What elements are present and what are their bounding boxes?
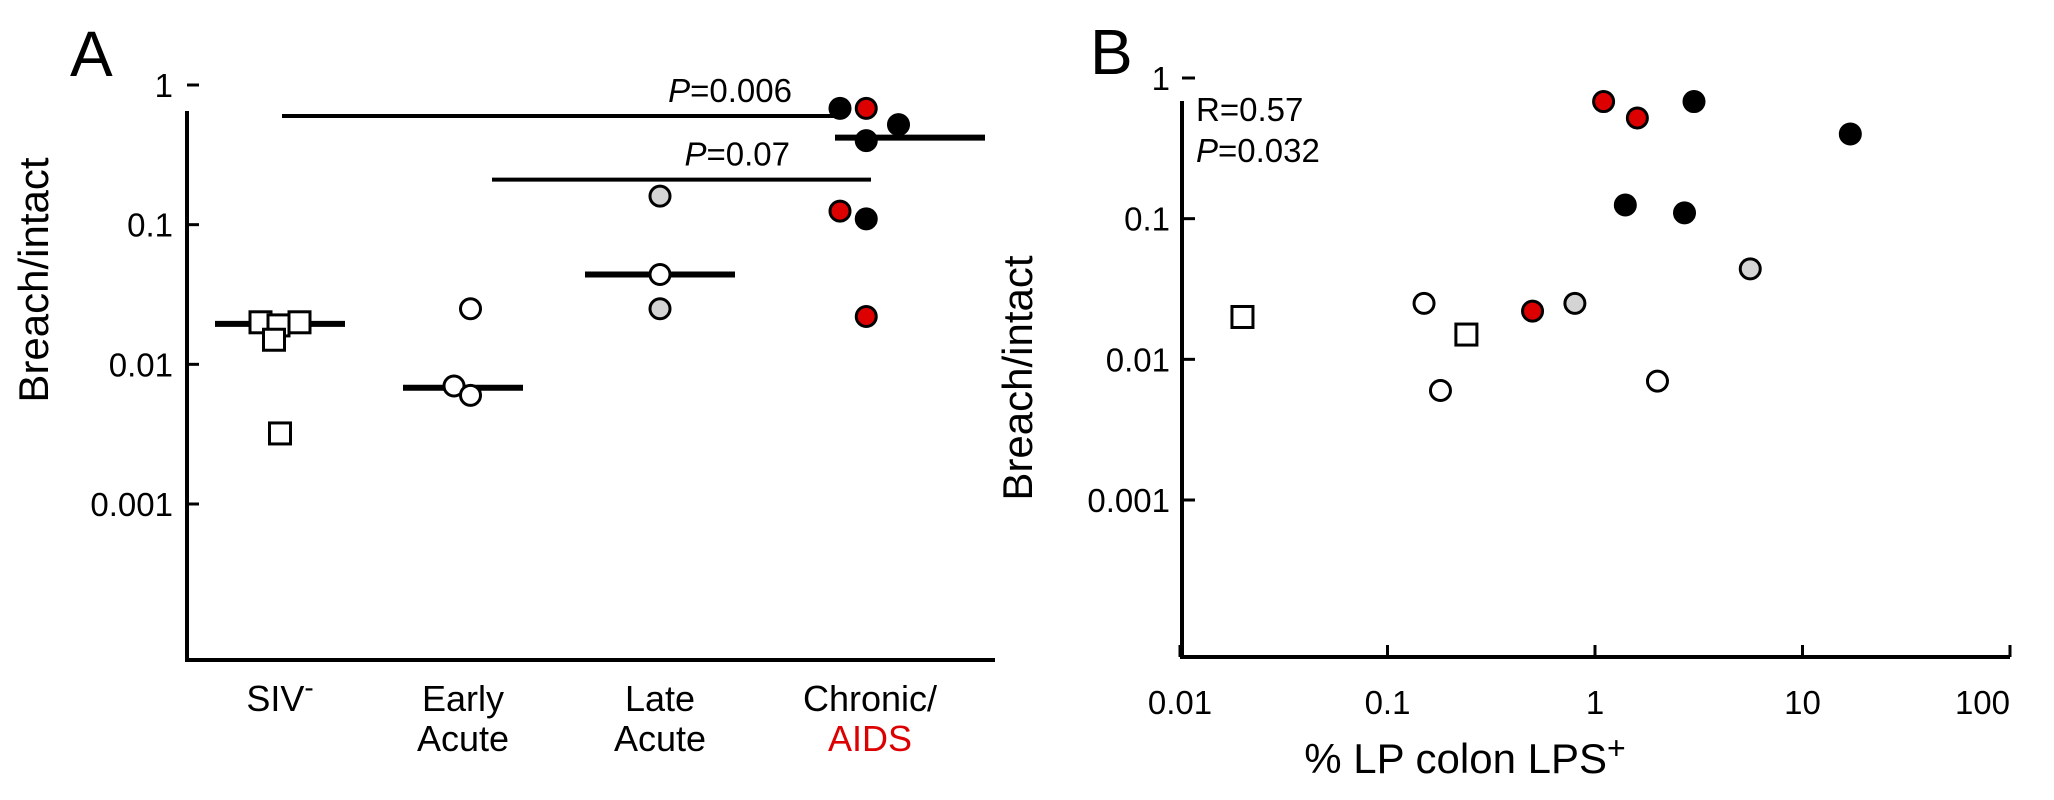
panel-a-category-text: Acute	[614, 718, 706, 759]
panel-a-category-text: Chronic/	[803, 678, 937, 719]
panel-b-data-point	[1625, 106, 1649, 130]
panel-b-x-axis-title-sup: +	[1607, 730, 1626, 766]
panel-b-data-point	[1563, 291, 1587, 315]
panel-a-category-text: Late	[625, 678, 695, 719]
panel-b-stat-p: P	[1196, 132, 1218, 169]
panel-b-y-tick-label: 0.1	[1124, 201, 1170, 238]
panel-b-x-tick-label: 100	[1955, 684, 2010, 721]
panel-a-category-text: SIV	[246, 678, 304, 719]
panel-b-x-axis-title: % LP colon LPS+	[1304, 730, 1625, 782]
panel-a-category-label: Early	[422, 678, 504, 719]
panel-b-stat-text: R=0.57	[1196, 91, 1303, 128]
panel-a-category-text: Acute	[417, 718, 509, 759]
panel-b-x-axis-title-main: % LP colon LPS	[1304, 735, 1607, 782]
panel-a-category-label: AIDS	[828, 718, 912, 759]
panel-a-data-point	[648, 297, 672, 321]
panel-a-data-point	[854, 305, 878, 329]
panel-a-data-point	[854, 207, 878, 231]
panel-a-data-point	[287, 310, 312, 335]
panel-a-comparison-p: P	[684, 136, 706, 173]
panel-a-y-tick-label: 1	[155, 67, 173, 104]
panel-b-stats: R=0.57 P=0.032	[1196, 91, 1320, 169]
panel-a-data-point	[854, 96, 878, 120]
panel-b-data-point	[1673, 201, 1697, 225]
panel-b-data-point	[1738, 257, 1762, 281]
panel-a-category-label: SIV-	[246, 672, 313, 719]
panel-a-data-point	[268, 421, 292, 446]
panel-a-y-ticks: 0.001 0.01 0.1 1	[90, 67, 199, 523]
panel-b-chart: B Breach/intact 0.001 0.01 0.1 1 0.01 0.1 1 10…	[994, 16, 2012, 782]
panel-a-comparison-label: P=0.006	[668, 72, 792, 109]
panel-b-stat-line: P=0.032	[1196, 132, 1320, 169]
panel-a-comparison-value: =0.07	[707, 136, 791, 173]
panel-a-category-label: Chronic/	[803, 678, 937, 719]
panel-a-comparison-value: =0.006	[690, 72, 792, 109]
panel-b-data-point	[1682, 90, 1706, 114]
panel-a-medians	[215, 134, 985, 391]
panel-b-data-point	[1521, 299, 1545, 323]
panel-a-category-label: Acute	[614, 718, 706, 759]
panel-b-data-point	[1645, 369, 1669, 393]
panel-b-data-point	[1838, 122, 1862, 146]
panel-b-x-tick-label: 10	[1784, 684, 1821, 721]
panel-b-y-axis-title: Breach/intact	[994, 255, 1041, 500]
panel-a-data-point	[459, 297, 482, 321]
panel-a-y-axis-title: Breach/intact	[10, 157, 57, 402]
panel-b-data-point	[1592, 90, 1616, 114]
panel-b-x-tick-label: 1	[1586, 684, 1604, 721]
panel-a-category-text: Early	[422, 678, 504, 719]
panel-a-category-text: -	[304, 672, 313, 703]
panel-b-data-point	[1613, 193, 1637, 217]
panel-a-y-tick-label: 0.1	[127, 207, 173, 244]
panel-b-stat-line: R=0.57	[1196, 91, 1303, 128]
panel-a-data-point	[828, 199, 852, 223]
panel-b-y-tick-label: 0.01	[1106, 341, 1170, 378]
panel-b-data-point	[1230, 304, 1255, 329]
panel-b-x-ticks: 0.01 0.1 1 10 100	[1148, 645, 2012, 721]
panel-a-data-point	[262, 327, 286, 352]
panel-a-comparison-label: P=0.07	[684, 136, 790, 173]
panel-a-y-tick-label: 0.001	[90, 486, 173, 523]
panel-b-data-point	[1412, 291, 1436, 315]
panel-a-data-point	[648, 184, 672, 208]
panel-b-stat-text: =0.032	[1218, 132, 1320, 169]
panel-b-data-point	[1428, 379, 1452, 403]
panel-a-comparison-p: P	[668, 72, 690, 109]
panel-a-data-point	[828, 96, 852, 120]
panel-b-letter: B	[1090, 16, 1133, 88]
panel-b-y-tick-label: 1	[1152, 60, 1170, 97]
panel-a-y-tick-label: 0.01	[109, 346, 173, 383]
panel-b-points	[1230, 90, 1862, 403]
panel-a-category-label: Acute	[417, 718, 509, 759]
panel-a-points	[248, 96, 910, 446]
panel-a-letter: A	[70, 18, 113, 90]
panel-b-y-ticks: 0.001 0.01 0.1 1	[1087, 60, 1195, 519]
panel-a-category-label: Late	[625, 678, 695, 719]
panel-b-y-tick-label: 0.001	[1087, 482, 1170, 519]
panel-a-data-point	[887, 113, 910, 137]
panel-a-category-text: AIDS	[828, 718, 912, 759]
panel-b-x-tick-label: 0.1	[1365, 684, 1411, 721]
panel-a-data-point	[459, 383, 482, 407]
panel-a-data-point	[648, 262, 672, 286]
panel-a-data-point	[854, 129, 878, 153]
panel-b-data-point	[1454, 322, 1479, 347]
panel-b-x-tick-label: 0.01	[1148, 684, 1212, 721]
